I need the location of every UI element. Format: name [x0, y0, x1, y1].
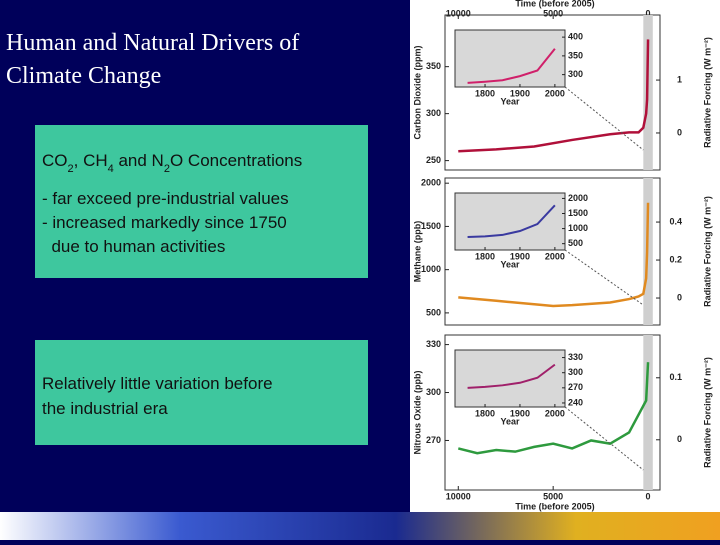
box-line: Relatively little variation before	[42, 374, 273, 393]
y2-axis-label: Radiative Forcing (W m⁻²)	[702, 196, 712, 307]
inset-x-tick-label: 1800	[475, 408, 495, 418]
x-axis-label: Time (before 2005)	[515, 0, 594, 8]
box-line: due to human activities	[42, 237, 225, 256]
panel-frame	[444, 334, 661, 491]
inset-x-tick-label: 1900	[510, 251, 530, 261]
y-tick-label: 300	[426, 387, 441, 397]
y-tick-label: 300	[426, 108, 441, 118]
series-line	[458, 202, 650, 308]
x-tick-label: 10000	[446, 491, 471, 501]
x-tick-label: 5000	[543, 8, 563, 18]
x-tick-label: 0	[646, 491, 651, 501]
subscript: 2	[164, 163, 170, 175]
inset-y-tick-label: 300	[568, 367, 583, 377]
y2-tick-label: 1	[677, 74, 682, 84]
heading-text: , CH	[74, 151, 108, 170]
inset-frame	[454, 349, 566, 408]
inset-x-tick-label: 1800	[475, 251, 495, 261]
box-line: - increased markedly since 1750	[42, 213, 287, 232]
subscript: 4	[108, 163, 114, 175]
inset-line	[467, 204, 556, 239]
subscript: 2	[68, 163, 74, 175]
y-tick-label: 250	[426, 155, 441, 165]
y2-axis-label: Radiative Forcing (W m⁻²)	[702, 37, 712, 148]
inset-x-tick-label: 2000	[545, 408, 565, 418]
inset-x-tick-label: 1800	[475, 88, 495, 98]
panel-frame	[444, 14, 661, 171]
connector	[564, 86, 644, 151]
text-box	[35, 340, 368, 445]
y-tick-label: 500	[426, 307, 441, 317]
y2-tick-label: 0.1	[669, 372, 682, 382]
box-line: - far exceed pre-industrial values	[42, 189, 289, 208]
inset-y-tick-label: 500	[568, 238, 583, 248]
y-tick-label: 330	[426, 339, 441, 349]
y-tick-label: 1000	[421, 264, 441, 274]
y-tick-label: 1500	[421, 221, 441, 231]
y2-axis-label: Radiative Forcing (W m⁻²)	[702, 357, 712, 468]
footer-strip	[0, 512, 720, 540]
inset-y-tick-label: 350	[568, 50, 583, 60]
y-axis-label: Nitrous Oxide (ppb)	[412, 371, 422, 455]
inset-line	[467, 48, 556, 84]
inset-y-tick-label: 400	[568, 32, 583, 42]
y-axis-label: Methane (ppb)	[412, 221, 422, 283]
inset-y-tick-label: 1500	[568, 208, 588, 218]
y-axis-label: Carbon Dioxide (ppm)	[412, 45, 422, 139]
inset-x-tick-label: 1900	[510, 408, 530, 418]
panel-frame	[444, 177, 661, 326]
title-line: Climate Change	[6, 63, 161, 89]
inset-x-label: Year	[500, 416, 520, 426]
x-tick-label: 10000	[446, 8, 471, 18]
inset-y-tick-label: 240	[568, 397, 583, 407]
box-heading: CO2, CH4 and N2O Concentrations	[42, 151, 302, 175]
industrial-band	[643, 335, 653, 490]
y-tick-label: 270	[426, 435, 441, 445]
series-line	[458, 39, 650, 153]
inset-x-tick-label: 2000	[545, 88, 565, 98]
connector	[564, 406, 644, 471]
title-line: Human and Natural Drivers of	[6, 30, 299, 56]
y2-tick-label: 0.4	[669, 216, 682, 226]
x-tick-label: 5000	[543, 491, 563, 501]
inset-y-tick-label: 1000	[568, 223, 588, 233]
heading-text: O Concentrations	[170, 151, 302, 170]
y2-tick-label: 0	[677, 434, 682, 444]
box-line: the industrial era	[42, 399, 168, 418]
heading-text: and N	[114, 151, 164, 170]
inset-y-tick-label: 2000	[568, 193, 588, 203]
y2-tick-label: 0	[677, 127, 682, 137]
x-axis-label: Time (before 2005)	[515, 501, 594, 511]
inset-x-label: Year	[500, 259, 520, 269]
inset-frame	[454, 192, 566, 251]
y2-tick-label: 0.2	[669, 254, 682, 264]
x-tick-label: 0	[646, 8, 651, 18]
y2-tick-label: 0	[677, 292, 682, 302]
heading-text: CO	[42, 151, 68, 170]
inset-line	[467, 363, 556, 389]
text-box	[35, 125, 368, 278]
inset-x-tick-label: 2000	[545, 251, 565, 261]
y-tick-label: 350	[426, 61, 441, 71]
y-tick-label: 2000	[421, 178, 441, 188]
series-line	[457, 362, 650, 455]
inset-y-tick-label: 300	[568, 69, 583, 79]
inset-x-tick-label: 1900	[510, 88, 530, 98]
inset-y-tick-label: 330	[568, 352, 583, 362]
inset-x-label: Year	[500, 96, 520, 106]
inset-y-tick-label: 270	[568, 382, 583, 392]
